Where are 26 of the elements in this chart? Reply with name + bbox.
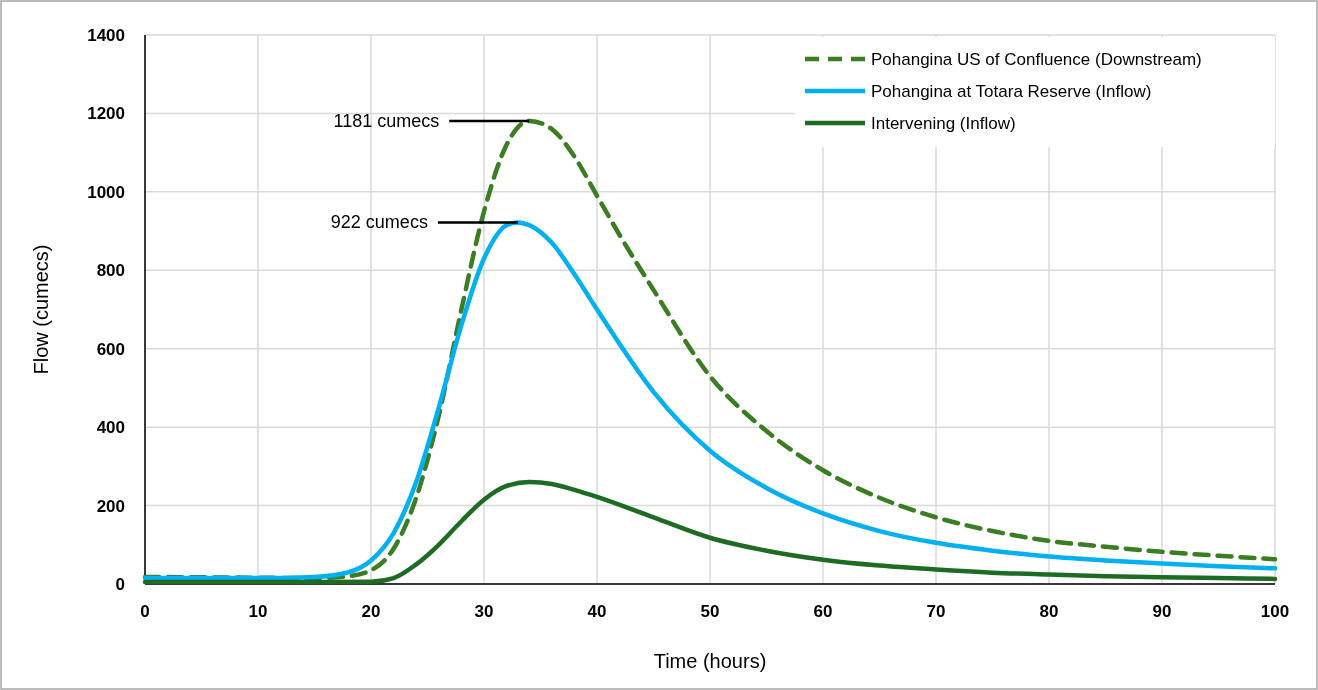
x-tick-label: 80	[1039, 602, 1059, 621]
x-tick-label: 100	[1260, 602, 1290, 621]
y-tick-label: 200	[96, 496, 125, 516]
x-tick-label: 20	[361, 602, 381, 621]
legend-label: Intervening (Inflow)	[871, 114, 1016, 133]
x-tick-label: 30	[474, 602, 494, 621]
x-axis-title: Time (hours)	[653, 650, 767, 672]
y-tick-label: 800	[96, 261, 125, 281]
x-tick-label: 90	[1152, 602, 1172, 621]
x-tick-label: 0	[140, 602, 150, 621]
annotation: 1181 cumecs	[333, 110, 440, 131]
y-tick-label: 400	[96, 418, 125, 438]
legend-label: Pohangina US of Confluence (Downstream)	[871, 50, 1202, 69]
y-tick-label: 600	[96, 339, 125, 359]
x-tick-label: 70	[926, 602, 946, 621]
y-tick-label: 1000	[87, 182, 125, 202]
legend-label: Pohangina at Totara Reserve (Inflow)	[871, 82, 1152, 101]
y-tick-label: 0	[115, 575, 125, 594]
y-tick-label: 1400	[87, 26, 125, 45]
x-tick-label: 50	[700, 602, 720, 621]
annotation: 922 cumecs	[330, 212, 428, 233]
y-tick-label: 1200	[87, 104, 125, 124]
x-tick-label: 10	[248, 602, 268, 621]
x-tick-label: 40	[587, 602, 607, 621]
y-axis-title: Flow (cumecs)	[30, 244, 52, 375]
x-tick-label: 60	[813, 602, 833, 621]
